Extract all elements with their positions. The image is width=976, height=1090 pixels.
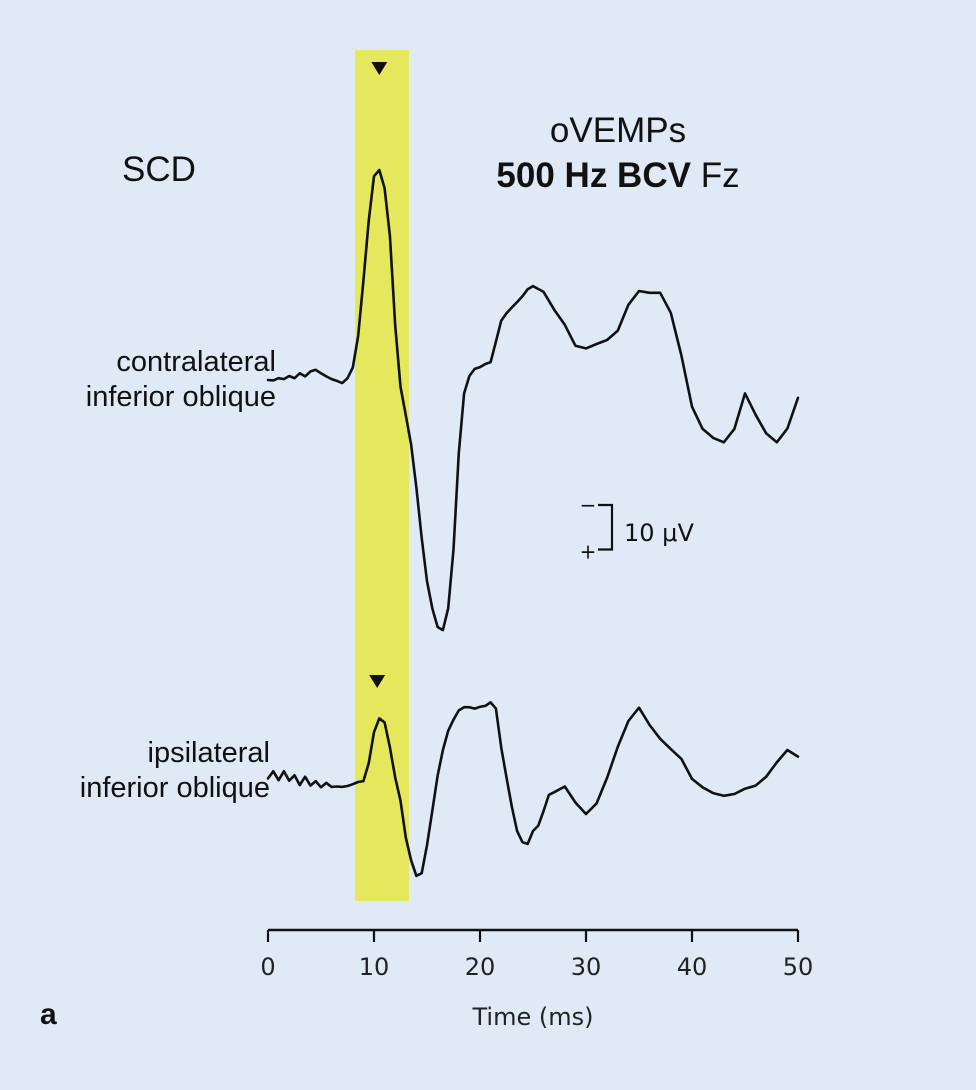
traces-group	[266, 168, 800, 878]
scale-bar: −+	[580, 493, 614, 564]
panel-label: a	[40, 998, 57, 1031]
chart-title: oVEMPs	[549, 111, 687, 150]
series-label-contralateral: contralateral inferior oblique	[86, 345, 276, 415]
condition-label: SCD	[122, 150, 196, 189]
x-tick-label: 40	[677, 953, 708, 981]
x-axis: 0 10 20 30 40 50 Time (ms)	[260, 928, 814, 1031]
scale-bar-plus: +	[580, 540, 597, 564]
series-label-ipsilateral: ipsilateral inferior oblique	[80, 736, 270, 806]
x-tick-label: 30	[571, 953, 602, 981]
scale-bar-minus: −	[580, 493, 597, 517]
scale-bar-label: 10 μV	[624, 519, 694, 547]
x-tick-label: 50	[783, 953, 814, 981]
x-axis-label: Time (ms)	[472, 1003, 594, 1031]
x-tick-label: 0	[260, 953, 275, 981]
series-label-line: contralateral	[116, 346, 276, 378]
peak-marker-1	[369, 675, 386, 688]
series-line-1	[266, 701, 800, 878]
series-line-0	[266, 168, 800, 632]
peak-marker-0	[371, 62, 388, 75]
x-tick-label: 10	[359, 953, 390, 981]
subtitle-normal: Fz	[700, 156, 740, 195]
x-tick-label: 20	[465, 953, 496, 981]
highlight-band	[354, 50, 409, 901]
chart-subtitle: 500 Hz BCV Fz	[486, 153, 750, 198]
chart-title-block: oVEMPs 500 Hz BCV Fz	[486, 108, 750, 198]
series-label-line: ipsilateral	[147, 737, 271, 769]
peak-markers-group	[369, 62, 388, 688]
series-label-line: inferior oblique	[79, 772, 270, 804]
scale-bar-bracket	[598, 503, 614, 551]
series-label-line: inferior oblique	[85, 381, 276, 413]
subtitle-bold: 500 Hz BCV	[496, 156, 691, 195]
